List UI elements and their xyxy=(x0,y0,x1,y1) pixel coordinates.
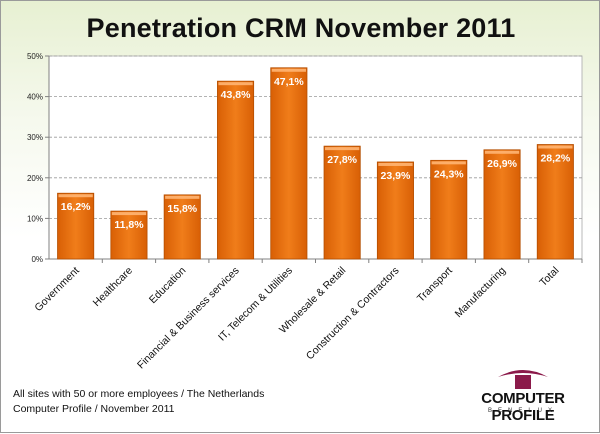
bar xyxy=(536,144,574,260)
bar-highlight xyxy=(325,147,360,151)
x-tick-label: Healthcare xyxy=(91,265,136,310)
bar-highlight xyxy=(218,82,253,86)
bar-value-label: 28,2% xyxy=(540,153,570,165)
y-tick-label: 30% xyxy=(27,133,43,142)
logo-subtext: BENELUX xyxy=(487,408,558,414)
bar-highlight xyxy=(484,150,520,154)
bar-value-label: 23,9% xyxy=(381,170,411,182)
bar-value-label: 27,8% xyxy=(327,154,357,166)
bar xyxy=(270,67,308,260)
bar-highlight xyxy=(165,195,200,199)
x-tick-label: Construction & Contractors xyxy=(304,265,402,363)
y-tick-label: 0% xyxy=(31,255,43,264)
footnote: All sites with 50 or more employees / Th… xyxy=(13,387,264,417)
bar xyxy=(430,159,468,260)
x-tick-label: Total xyxy=(537,265,561,289)
bar-highlight xyxy=(538,145,573,149)
bar-value-label: 15,8% xyxy=(167,203,197,215)
bar xyxy=(217,80,255,260)
bar-value-label: 47,1% xyxy=(274,76,304,88)
bar-highlight xyxy=(58,194,93,198)
bar-highlight xyxy=(431,161,466,165)
company-logo: COMPUTER PROFILE BENELUX xyxy=(453,361,593,424)
footnote-line-2: Computer Profile / November 2011 xyxy=(13,403,175,415)
chart-title: Penetration CRM November 2011 xyxy=(86,13,516,43)
y-tick-label: 50% xyxy=(27,52,43,61)
bar-highlight xyxy=(378,162,413,166)
bar xyxy=(323,145,361,260)
bar xyxy=(163,194,201,260)
x-tick-label: Financial & Business services xyxy=(135,265,242,372)
bar xyxy=(110,210,148,260)
x-tick-label: Education xyxy=(147,265,189,307)
bar-value-label: 11,8% xyxy=(114,219,144,231)
y-tick-label: 20% xyxy=(27,174,43,183)
y-tick-label: 10% xyxy=(27,214,43,223)
bar-value-label: 43,8% xyxy=(221,89,251,101)
bar xyxy=(57,192,95,260)
x-tick-label: Transport xyxy=(415,265,455,305)
bar-value-label: 24,3% xyxy=(434,168,464,180)
footnote-line-1: All sites with 50 or more employees / Th… xyxy=(13,388,265,400)
bar xyxy=(376,161,414,260)
bar-value-label: 26,9% xyxy=(487,158,517,170)
logo-mark-icon xyxy=(498,370,548,389)
bar xyxy=(483,149,521,260)
bar-highlight xyxy=(111,212,147,216)
y-tick-label: 40% xyxy=(27,93,43,102)
logo-text: COMPUTER PROFILE xyxy=(481,390,565,424)
bar-highlight xyxy=(271,68,306,72)
x-tick-label: Government xyxy=(32,265,81,314)
bar-value-label: 16,2% xyxy=(61,201,91,213)
x-tick-label: Manufacturing xyxy=(453,265,509,321)
